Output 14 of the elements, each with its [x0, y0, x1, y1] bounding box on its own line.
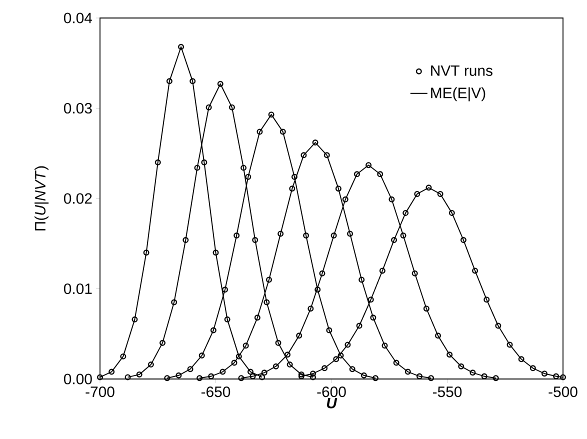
x-tick-label: -600 — [317, 386, 346, 398]
x-tick-label: -700 — [86, 386, 114, 398]
y-tick-label: 0.02 — [64, 193, 92, 204]
y-tick-label: 0.04 — [64, 12, 92, 24]
y-tick-label: 0.03 — [64, 102, 92, 114]
x-tick-label: -650 — [201, 386, 230, 398]
legend-label: NVT runs — [431, 66, 492, 76]
y-tick-label: 0.01 — [64, 283, 92, 294]
y-axis-title: Π(U|NVT) — [34, 166, 49, 230]
x-tick-label: -550 — [432, 386, 462, 398]
legend-label: ME(E|V) — [431, 87, 486, 102]
x-tick-label: -500 — [548, 386, 578, 398]
x-axis-title: U — [326, 398, 338, 408]
y-tick-label: 0.00 — [64, 374, 92, 384]
